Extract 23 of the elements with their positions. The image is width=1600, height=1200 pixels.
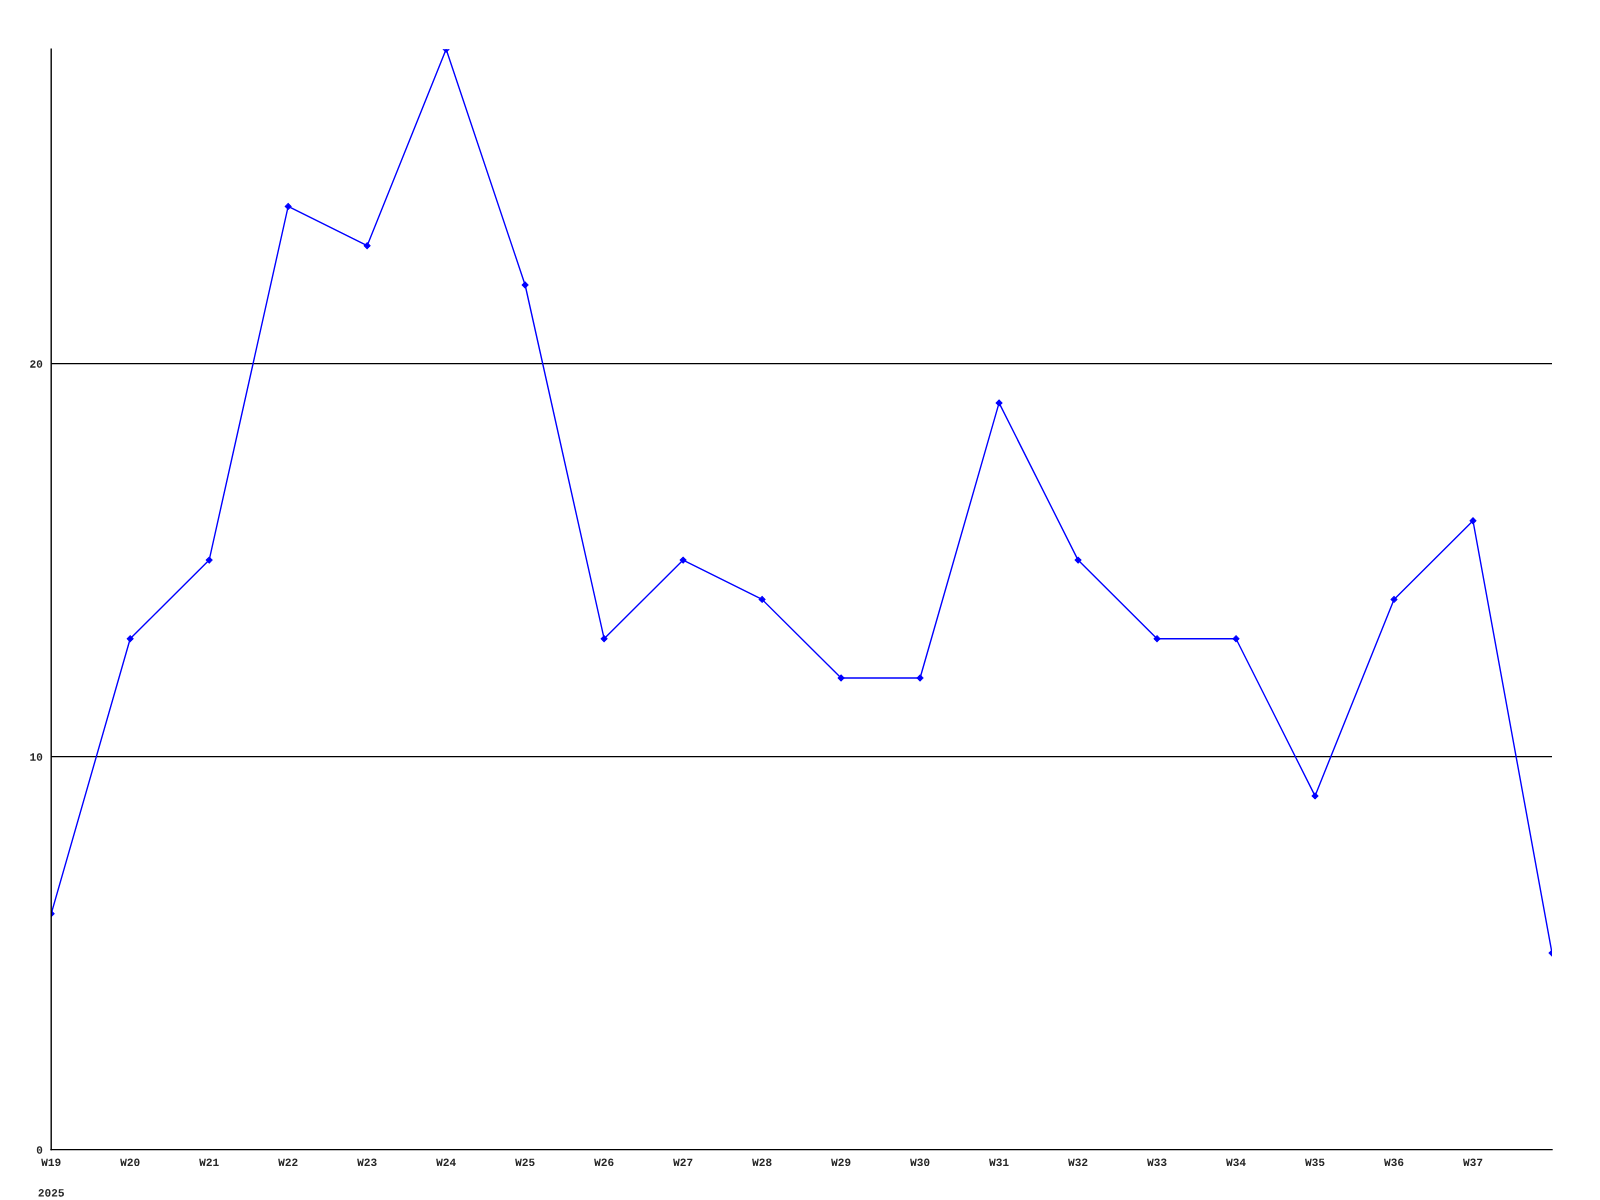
x-tick-label: W37 xyxy=(1463,1158,1483,1167)
x-tick-label: W26 xyxy=(594,1158,614,1167)
x-tick-label: W20 xyxy=(120,1158,140,1167)
x-tick-label: W31 xyxy=(989,1158,1009,1167)
x-tick-label: W27 xyxy=(673,1158,693,1166)
y-tick-label: 20 xyxy=(30,360,43,368)
x-tick-label: W32 xyxy=(1068,1158,1088,1167)
x-tick-label: W34 xyxy=(1226,1158,1246,1167)
text: 2025 xyxy=(38,1189,64,1197)
x-tick-label: W33 xyxy=(1147,1158,1167,1167)
x-tick-label: W23 xyxy=(357,1158,377,1167)
x-tick-label: W36 xyxy=(1384,1158,1404,1167)
x-tick-label: W19 xyxy=(41,1158,61,1167)
x-tick-label: W30 xyxy=(910,1158,930,1167)
x-tick-label: W35 xyxy=(1305,1158,1325,1167)
x-tick-label: W22 xyxy=(278,1158,298,1166)
x-tick-label: W21 xyxy=(199,1158,219,1166)
x-tick-label: W25 xyxy=(515,1158,535,1167)
x-tick-label: W29 xyxy=(831,1158,851,1167)
x-tick-label: W28 xyxy=(752,1158,772,1167)
x-tick-label: W24 xyxy=(436,1158,456,1166)
y-tick-label: 10 xyxy=(30,753,43,761)
y-tick-label: 0 xyxy=(36,1146,43,1154)
